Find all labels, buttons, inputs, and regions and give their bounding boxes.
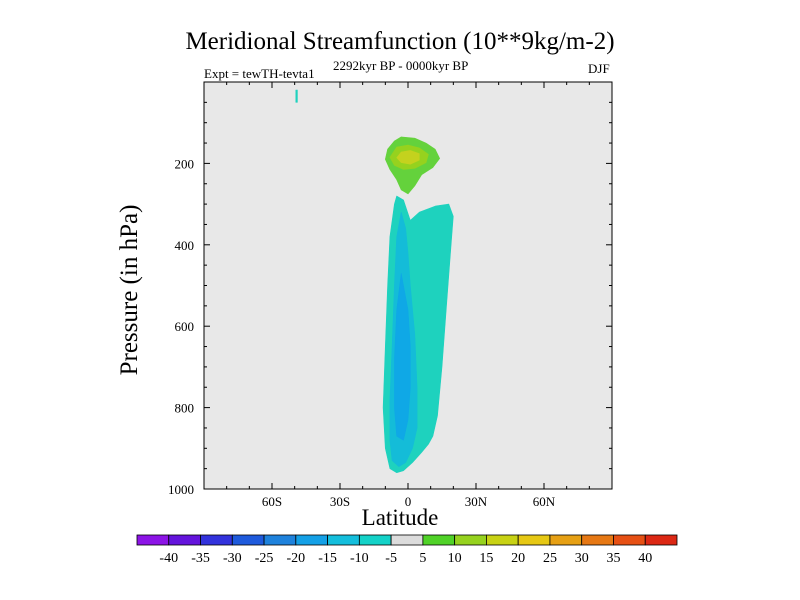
colorbar-label: 20 — [511, 551, 525, 566]
colorbar-swatch — [231, 534, 265, 546]
experiment-label: Expt = tewTH-tevta1 — [204, 66, 315, 81]
colorbar-swatch — [136, 534, 170, 546]
colorbar-swatch — [613, 534, 646, 546]
colorbar: -40 -35 -30 -25 -20 -15 -10 -5 5 10 15 20 25 30 35 40 — [136, 534, 678, 566]
colorbar-label: -25 — [255, 551, 274, 566]
colorbar-swatch — [549, 534, 583, 546]
contour-positive-cell-core — [396, 150, 420, 165]
colorbar-label: 25 — [543, 551, 557, 566]
y-tick-label: 1000 — [168, 482, 194, 497]
colorbar-swatch — [295, 534, 328, 546]
season-label: DJF — [588, 61, 610, 76]
colorbar-swatch — [263, 534, 297, 546]
colorbar-swatch — [454, 534, 487, 546]
chart-title: Meridional Streamfunction (10**9kg/m-2) — [185, 28, 615, 55]
colorbar-label: 10 — [448, 551, 462, 566]
x-tick-label: 60S — [262, 494, 282, 509]
colorbar-swatch — [168, 534, 201, 546]
colorbar-label: -30 — [223, 551, 242, 566]
colorbar-label: -40 — [159, 551, 178, 566]
colorbar-label: -5 — [385, 551, 397, 566]
axes: 60S 30S 0 30N 60N 200 400 600 800 1000 — [168, 81, 613, 509]
colorbar-swatch — [200, 534, 233, 546]
x-tick-label: 30S — [330, 494, 350, 509]
colorbar-label: -15 — [318, 551, 337, 566]
y-tick-label: 800 — [175, 401, 195, 416]
y-tick-label: 400 — [175, 238, 195, 253]
period-label: 2292kyr BP - 0000kyr BP — [333, 58, 469, 73]
colorbar-label: 30 — [575, 551, 589, 566]
contour-small-negative-patch — [295, 89, 298, 103]
colorbar-swatch — [422, 534, 456, 546]
colorbar-swatch — [358, 534, 392, 546]
colorbar-swatch — [486, 534, 519, 546]
contour-negative-cell-core — [394, 272, 411, 441]
y-tick-label: 600 — [175, 319, 195, 334]
x-tick-label: 0 — [405, 494, 412, 509]
colorbar-label: -35 — [191, 551, 210, 566]
plot-area — [204, 82, 612, 489]
colorbar-swatch — [390, 534, 424, 546]
colorbar-label: -10 — [350, 551, 369, 566]
colorbar-swatch — [327, 534, 360, 546]
colorbar-label: 5 — [419, 551, 426, 566]
colorbar-swatch — [644, 534, 678, 546]
colorbar-swatch — [581, 534, 614, 546]
colorbar-label: -20 — [286, 551, 305, 566]
x-tick-label: 60N — [533, 494, 556, 509]
x-axis-label: Latitude — [361, 505, 439, 530]
colorbar-label: 40 — [638, 551, 652, 566]
colorbar-label: 35 — [606, 551, 620, 566]
y-tick-label: 200 — [175, 156, 195, 171]
colorbar-label: 15 — [479, 551, 493, 566]
x-tick-label: 30N — [465, 494, 488, 509]
colorbar-swatch — [517, 534, 551, 546]
